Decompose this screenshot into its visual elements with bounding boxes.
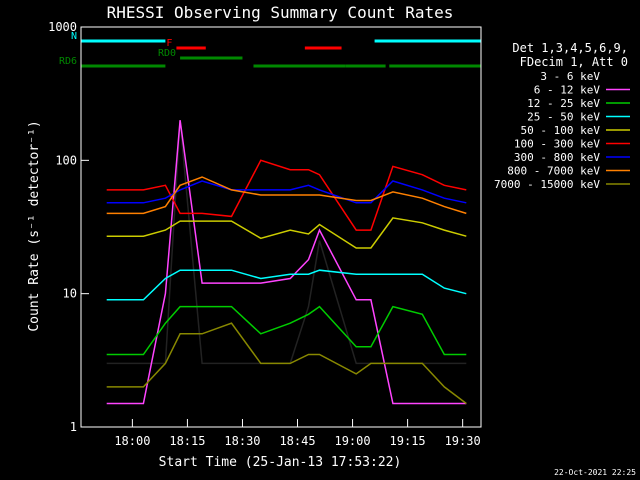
legend-label-1: 6 - 12 keV: [534, 84, 601, 97]
series-line-2: [106, 305, 467, 356]
x-tick-label-4: 19:00: [334, 434, 370, 448]
flag-label-f: F: [166, 38, 172, 49]
series-traces: [106, 120, 467, 405]
series-line-6: [106, 180, 467, 204]
x-tick-label-5: 19:15: [390, 434, 426, 448]
legend-label-7: 800 - 7000 keV: [507, 165, 600, 178]
y-tick-label-1: 10: [63, 287, 77, 301]
series-line-3: [106, 269, 467, 301]
flag-label-rd0: RD0: [158, 48, 176, 59]
plot-frame: [80, 26, 482, 428]
axes: 1 10 100 1000 18:00 18:15 18:30 18:45 19:00 19:15…: [48, 20, 482, 448]
x-axis-label: Start Time (25-Jan-13 17:53:22): [159, 455, 402, 470]
x-tick-label-6: 19:30: [445, 434, 481, 448]
series-line-1: [106, 120, 467, 405]
footer-date: 22-Oct-2021 22:25: [554, 468, 636, 477]
legend-label-3: 25 - 50 keV: [527, 111, 600, 124]
y-axis-label: Count Rate (s⁻¹ detector⁻¹): [27, 120, 42, 331]
x-tick-label-3: 18:45: [279, 434, 315, 448]
legend-label-2: 12 - 25 keV: [527, 97, 600, 110]
legend-header-2: FDecim 1, Att 0: [520, 55, 628, 69]
y-tick-label-3: 1000: [48, 20, 77, 34]
y-tick-label-2: 100: [55, 153, 77, 167]
legend-label-6: 300 - 800 keV: [514, 151, 600, 164]
series-line-0: [106, 120, 467, 365]
legend-label-5: 100 - 300 keV: [514, 138, 600, 151]
series-line-7: [106, 176, 467, 215]
legend-label-8: 7000 - 15000 keV: [494, 178, 600, 191]
y-tick-label-0: 1: [70, 420, 77, 434]
flag-label-rd6: RD6: [59, 56, 77, 67]
flag-label-n: N: [71, 31, 77, 42]
legend-header-1: Det 1,3,4,5,6,9,: [512, 41, 628, 55]
legend-label-4: 50 - 100 keV: [521, 124, 601, 137]
series-line-4: [106, 217, 467, 249]
legend-label-0: 3 - 6 keV: [540, 70, 600, 83]
x-tick-label-0: 18:00: [114, 434, 150, 448]
chart-title: RHESSI Observing Summary Count Rates: [107, 3, 454, 22]
series-line-5: [106, 159, 467, 231]
x-tick-label-2: 18:30: [224, 434, 260, 448]
x-tick-label-1: 18:15: [169, 434, 205, 448]
series-line-8: [106, 322, 467, 405]
